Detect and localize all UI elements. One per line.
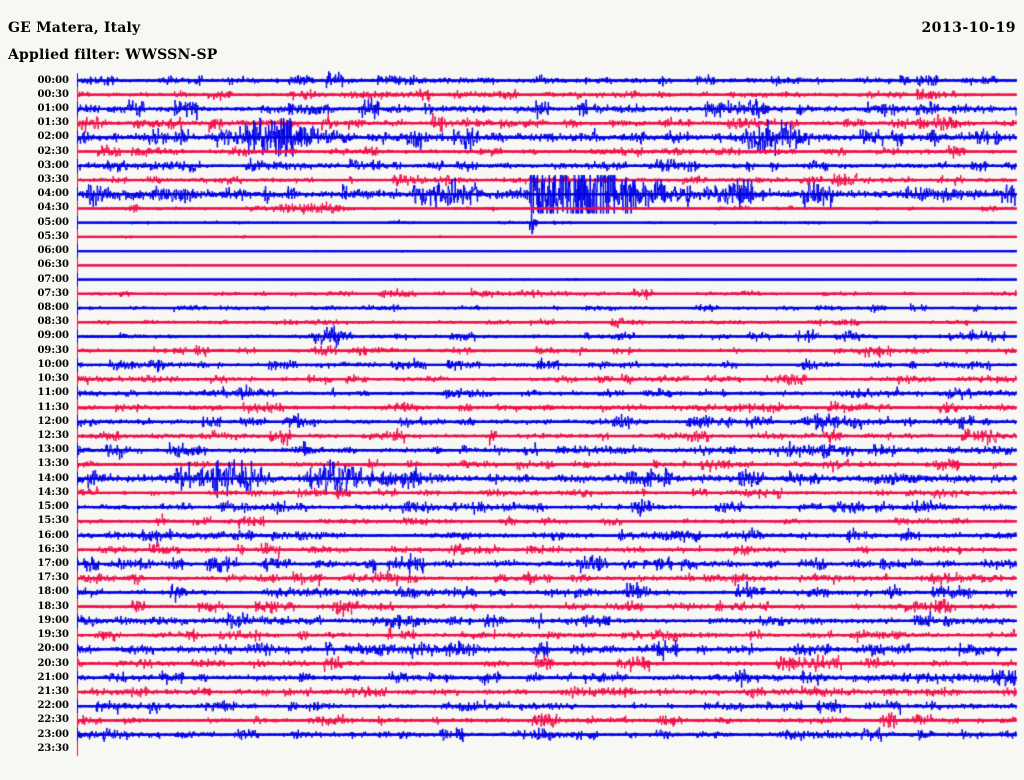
time-tick-label: 22:30 [37, 714, 69, 726]
time-tick-label: 03:00 [37, 159, 69, 171]
time-tick-label: 01:00 [37, 102, 69, 114]
time-tick-label: 10:30 [37, 373, 69, 385]
time-tick-label: 13:30 [37, 458, 69, 470]
time-tick-label: 21:30 [37, 685, 69, 697]
time-tick-label: 23:00 [37, 728, 69, 740]
time-tick-label: 14:00 [37, 472, 69, 484]
time-tick-label: 16:00 [37, 529, 69, 541]
time-tick-label: 09:00 [37, 330, 69, 342]
time-tick-label: 00:00 [37, 74, 69, 86]
time-tick-label: 05:30 [37, 230, 69, 242]
time-tick-label: 19:30 [37, 629, 69, 641]
time-tick-label: 12:30 [37, 430, 69, 441]
time-tick-label: 18:30 [37, 600, 69, 612]
time-tick-label: 09:30 [37, 344, 69, 356]
time-tick-label: 05:00 [37, 216, 69, 228]
time-tick-label: 07:30 [37, 287, 69, 299]
time-tick-label: 01:30 [37, 117, 69, 129]
time-tick-label: 08:30 [37, 316, 69, 328]
time-tick-label: 18:00 [37, 586, 69, 598]
time-tick-label: 11:30 [37, 401, 69, 413]
time-tick-label: 00:30 [37, 88, 69, 100]
time-tick-label: 20:00 [37, 643, 69, 655]
time-tick-label: 23:30 [37, 742, 69, 754]
time-tick-label: 02:00 [37, 131, 69, 143]
time-tick-label: 04:30 [37, 202, 69, 214]
time-tick-label: 22:00 [37, 700, 69, 712]
station-title: GE Matera, Italy [8, 20, 141, 36]
time-axis-tick-labels: 00:00 00:30 01:00 01:30 02:00 02:30 03:00 03:30… [0, 0, 78, 780]
time-tick-label: 21:00 [37, 671, 69, 683]
time-tick-label: 20:30 [37, 657, 69, 669]
time-tick-label: 04:00 [37, 188, 69, 200]
time-tick-label: 15:00 [37, 501, 69, 513]
time-tick-label: 06:30 [37, 259, 69, 271]
time-tick-label: 14:30 [37, 486, 69, 498]
time-tick-label: 03:30 [37, 174, 69, 186]
time-tick-label: 10:00 [37, 358, 69, 370]
time-tick-label: 12:00 [37, 415, 69, 427]
time-tick-label: 06:00 [37, 245, 69, 257]
time-tick-label: 07:00 [37, 273, 69, 285]
time-tick-label: 08:00 [37, 302, 69, 314]
applied-filter-label: Applied filter: WWSSN-SP [8, 47, 218, 63]
time-tick-label: 16:30 [37, 543, 69, 555]
time-tick-label: 17:30 [37, 572, 69, 584]
time-tick-label: 02:30 [37, 145, 69, 157]
time-tick-label: 11:00 [37, 387, 69, 399]
time-tick-label: 15:30 [37, 515, 69, 527]
time-tick-label: 13:00 [37, 444, 69, 456]
time-tick-label: 19:00 [37, 614, 69, 626]
record-date: 2013-10-19 [921, 20, 1016, 36]
time-tick-label: 17:00 [37, 557, 69, 569]
